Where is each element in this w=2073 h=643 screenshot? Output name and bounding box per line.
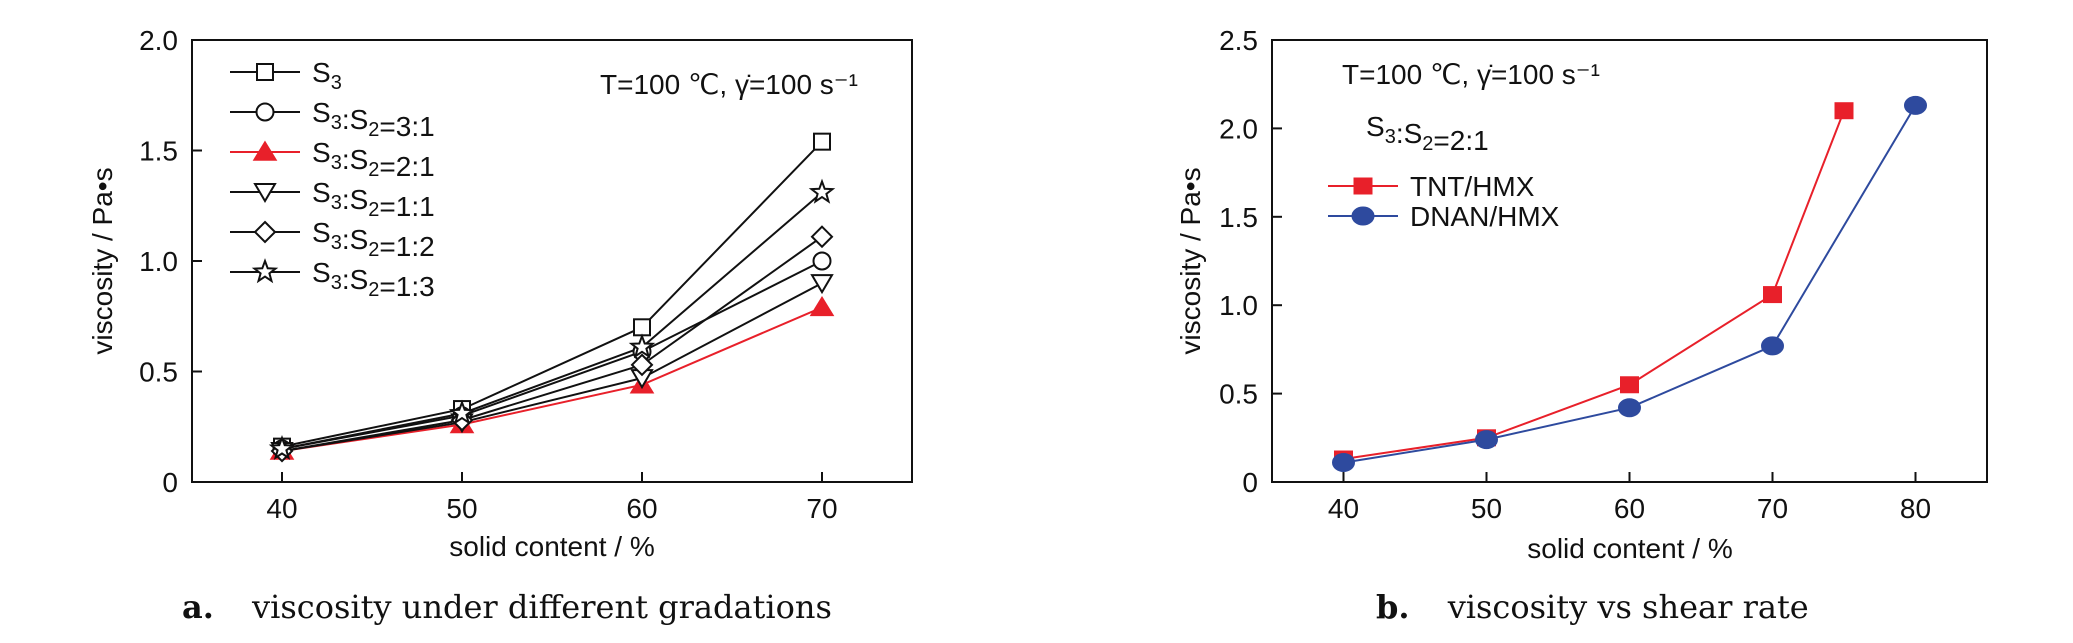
x-tick-label: 40 bbox=[266, 493, 297, 524]
series-line bbox=[281, 306, 823, 453]
data-point bbox=[1763, 286, 1782, 304]
legend-label: S3:S2=1:2 bbox=[312, 217, 435, 262]
y-tick-label: 1.0 bbox=[139, 246, 178, 277]
annotation-b: T=100 ℃, γ̇=100 s⁻¹ bbox=[1342, 59, 1600, 90]
legend-label: S3:S2=2:1 bbox=[312, 137, 435, 182]
series-line bbox=[281, 260, 823, 450]
y-tick-label: 0 bbox=[1242, 467, 1258, 498]
caption-letter-b: b. bbox=[1376, 588, 1410, 626]
series-line bbox=[281, 235, 823, 453]
y-axis-a: 0 0.5 1.0 1.5 2.0 bbox=[139, 25, 202, 498]
caption-letter-a: a. bbox=[182, 588, 214, 626]
y-tick-label: 1.5 bbox=[139, 136, 178, 167]
data-point bbox=[630, 353, 654, 377]
data-point bbox=[628, 333, 656, 359]
series-line bbox=[281, 191, 823, 450]
data-point bbox=[1475, 430, 1498, 450]
x-tick-label: 40 bbox=[1328, 493, 1359, 524]
data-point bbox=[633, 318, 651, 337]
legend-marker bbox=[251, 258, 279, 284]
x-tick-label: 60 bbox=[1614, 493, 1645, 524]
legend-marker bbox=[1351, 206, 1375, 226]
x-tick-label: 70 bbox=[806, 493, 837, 524]
data-point bbox=[448, 399, 476, 425]
data-point bbox=[1834, 102, 1854, 120]
legend-marker bbox=[256, 63, 274, 81]
y-axis-label-a: viscosity / Pa•s bbox=[87, 167, 118, 354]
data-point bbox=[268, 435, 296, 460]
data-point bbox=[1618, 398, 1641, 418]
x-tick-label: 60 bbox=[626, 493, 657, 524]
panel-a: 00.51.01.52.0 40 50 60 70 viscosity / Pa•s … bbox=[87, 25, 913, 626]
data-point bbox=[810, 225, 834, 249]
plot-a-frame bbox=[191, 39, 913, 483]
data-point bbox=[1761, 336, 1784, 356]
legend-label: TNT/HMX bbox=[1410, 171, 1535, 202]
y-axis-label-b: viscosity / Pa•s bbox=[1175, 167, 1206, 354]
data-point bbox=[808, 178, 836, 204]
y-tick-label: 1.5 bbox=[1219, 202, 1258, 233]
data-point bbox=[812, 251, 832, 271]
annotation-a: T=100 ℃, γ̇=100 s⁻¹ bbox=[600, 69, 858, 100]
legend-label: DNAN/HMX bbox=[1410, 201, 1560, 232]
data-point bbox=[810, 274, 834, 295]
x-tick-label: 50 bbox=[1471, 493, 1502, 524]
y-tick-label: 2.5 bbox=[1219, 25, 1258, 56]
legend-marker bbox=[255, 102, 275, 122]
data-point bbox=[1332, 453, 1355, 473]
x-axis-b: 40 50 60 70 80 bbox=[1328, 472, 1931, 524]
series-b bbox=[1332, 95, 1927, 473]
y-tick-label: 2.0 bbox=[1219, 113, 1258, 144]
caption-text-a: viscosity under different gradations bbox=[251, 588, 832, 626]
legend-marker bbox=[253, 183, 277, 203]
series-line bbox=[281, 141, 823, 448]
y-tick-label: 0.5 bbox=[139, 357, 178, 388]
panel-b: 0 0.5 1.0 1.5 2.0 2.5 40 50 60 70 80 viscosity / … bbox=[1175, 25, 1988, 626]
caption-text-b: viscosity vs shear rate bbox=[1447, 588, 1809, 626]
legend-label: S3 bbox=[312, 57, 342, 94]
data-point bbox=[809, 295, 835, 317]
x-tick-label: 70 bbox=[1757, 493, 1788, 524]
annotation2-b: S3:S2=2:1 bbox=[1366, 111, 1489, 156]
legend-marker bbox=[1353, 177, 1373, 195]
x-tick-label: 50 bbox=[446, 493, 477, 524]
y-tick-label: 1.0 bbox=[1219, 290, 1258, 321]
y-tick-label: 0.5 bbox=[1219, 379, 1258, 410]
legend-a: S3S3:S2=3:1S3:S2=2:1S3:S2=1:1S3:S2=1:2S3… bbox=[230, 57, 435, 302]
caption-a: a. viscosity under different gradations bbox=[182, 588, 832, 626]
y-tick-label: 2.0 bbox=[139, 25, 178, 56]
x-axis-label-a: solid content / % bbox=[449, 531, 654, 562]
legend-label: S3:S2=1:3 bbox=[312, 257, 435, 302]
x-tick-label: 80 bbox=[1900, 493, 1931, 524]
legend-marker bbox=[253, 220, 277, 244]
series-a bbox=[268, 132, 836, 463]
legend-label: S3:S2=1:1 bbox=[312, 177, 435, 222]
caption-b: b. viscosity vs shear rate bbox=[1376, 588, 1809, 626]
data-point bbox=[1620, 376, 1639, 394]
x-axis-a: 40 50 60 70 bbox=[266, 472, 838, 524]
y-axis-b: 0 0.5 1.0 1.5 2.0 2.5 bbox=[1219, 25, 1282, 498]
legend-marker bbox=[252, 140, 278, 161]
x-axis-label-b: solid content / % bbox=[1527, 533, 1732, 564]
series-line bbox=[1343, 110, 1845, 460]
series-line bbox=[281, 282, 823, 453]
data-point bbox=[813, 132, 831, 151]
data-point bbox=[1904, 95, 1927, 115]
legend-label: S3:S2=3:1 bbox=[312, 97, 435, 142]
y-tick-label: 0 bbox=[162, 467, 178, 498]
